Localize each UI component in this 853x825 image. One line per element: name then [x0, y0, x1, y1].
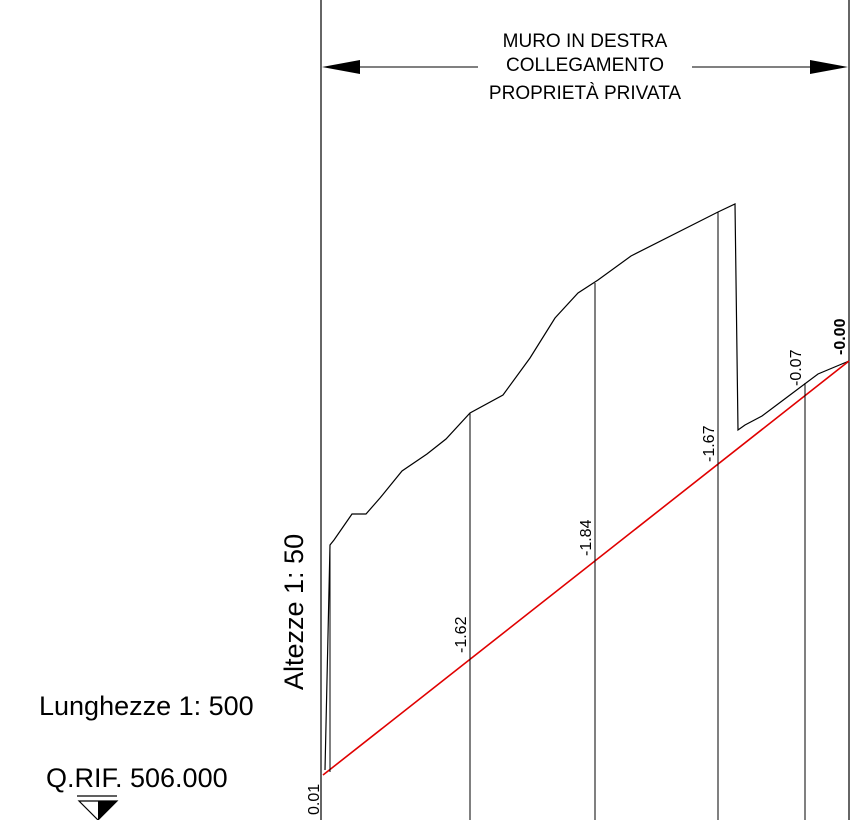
- design-grade-line: [322, 360, 850, 776]
- elevation-label-5: -0.07: [788, 349, 805, 386]
- vertical-scale-label: Altezze 1: 50: [279, 534, 309, 690]
- elevation-label-4: -1.67: [701, 425, 718, 462]
- dimension-line: [322, 60, 848, 74]
- terrain-profile-line: [324, 203, 850, 771]
- elevation-label-2: -1.62: [453, 616, 470, 653]
- header-line-2: COLLEGAMENTO: [506, 55, 664, 76]
- elevation-label-1: 0.01: [306, 784, 323, 815]
- horizontal-scale-label: Lunghezze 1: 500: [39, 691, 254, 721]
- elevation-label-6: -0.00: [832, 318, 849, 355]
- arrowhead-right-icon: [810, 60, 848, 74]
- header-line-1: MURO IN DESTRA: [503, 31, 668, 52]
- header-line-3: PROPRIETÀ PRIVATA: [489, 83, 681, 104]
- triangle-level-marker-icon: [77, 795, 119, 821]
- reference-level-label: Q.RIF. 506.000: [46, 763, 228, 793]
- arrowhead-left-icon: [322, 60, 360, 74]
- elevation-label-3: -1.84: [578, 519, 595, 556]
